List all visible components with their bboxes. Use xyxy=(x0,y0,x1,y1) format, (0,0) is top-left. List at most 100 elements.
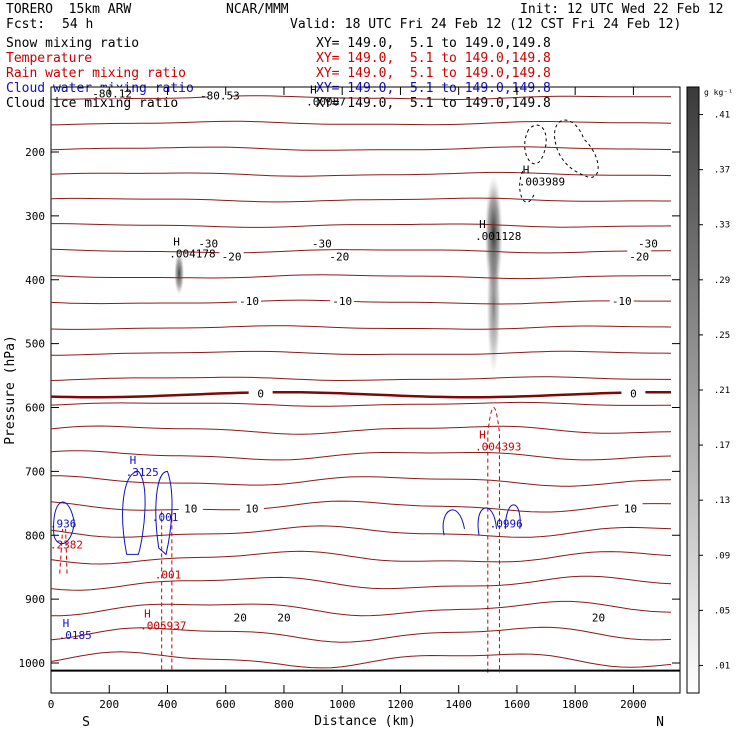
colorbar-tick-label: .13 xyxy=(714,496,730,506)
temperature-label-bg xyxy=(586,611,611,623)
high-marker: H xyxy=(479,429,486,442)
field-rain-name: Rain water mixing ratio xyxy=(6,66,187,81)
temperature-label-bg xyxy=(178,502,203,514)
contour-label-group: -80.53-80.12-30 -30 -30-20 -20 -20-10 -10 -100… xyxy=(50,84,660,642)
temperature-contour xyxy=(50,274,672,280)
temperature-label-bg xyxy=(309,237,334,249)
temperature-contour xyxy=(51,223,672,228)
temperature-contour xyxy=(50,550,672,565)
temperature-contour-label: 20 xyxy=(592,611,605,624)
temperature-contour-label: 20 xyxy=(277,611,290,624)
max-value-label: .0185 xyxy=(59,629,92,642)
cloud-water-contour xyxy=(53,501,75,545)
x-tick-label: 1800 xyxy=(562,698,589,711)
colorbar-tick-label: .33 xyxy=(714,221,730,231)
temperature-label-bg xyxy=(635,237,660,249)
x-tick-label: 800 xyxy=(274,698,294,711)
south-label: S xyxy=(82,715,90,730)
axes-group: 0 200 400 600 800 1000 1200 1400 1600 1800 2000200… xyxy=(19,87,680,711)
y-tick-label: 900 xyxy=(25,593,45,606)
north-label: N xyxy=(656,715,664,730)
x-tick-label: 2000 xyxy=(620,698,647,711)
temperature-label-bg xyxy=(207,89,232,101)
snow-shading-group xyxy=(174,175,503,376)
x-tick-label: 400 xyxy=(158,698,178,711)
model-title: TORERO 15km ARW xyxy=(6,2,132,17)
max-value-label: .3125 xyxy=(126,466,159,479)
colorbar-group: .01 .05 .09 .13 .17 .21 .25 .29 .33 .37 .41 xyxy=(686,86,730,694)
high-marker: H xyxy=(173,236,180,249)
temperature-label-bg xyxy=(239,502,264,514)
y-tick-label: 400 xyxy=(25,274,45,287)
max-value-label: .00087 xyxy=(306,96,346,109)
max-value-label: .004178 xyxy=(169,248,215,261)
x-tick-label: 1600 xyxy=(504,698,531,711)
temperature-label-bg xyxy=(271,611,296,623)
temperature-contour-label: 10 xyxy=(184,503,197,516)
field-temp-name: Temperature xyxy=(6,51,93,66)
colorbar-tick-label: .21 xyxy=(714,386,730,396)
temperature-label-bg xyxy=(219,250,244,262)
max-value-label: .0996 xyxy=(490,517,523,530)
x-tick-label: 1000 xyxy=(329,698,356,711)
rain-contour xyxy=(161,509,173,670)
freezing-level-contour xyxy=(50,390,672,399)
temperature-label-bg xyxy=(621,387,646,399)
x-tick-label: 1400 xyxy=(445,698,472,711)
colorbar-tick-label: .05 xyxy=(714,606,730,616)
temperature-contour xyxy=(51,600,672,617)
temperature-contour-label: 10 xyxy=(624,503,637,516)
temperature-contour xyxy=(50,626,672,643)
temperature-contour xyxy=(50,525,672,538)
temperature-contour-label: 10 xyxy=(245,503,258,516)
x-tick-label: 0 xyxy=(48,698,55,711)
temperature-contour-group xyxy=(50,95,672,669)
temperature-contour xyxy=(50,299,671,305)
field-cloudwater-xy: XY= 149.0, 5.1 to 149.0,149.8 xyxy=(316,81,551,96)
temperature-contour xyxy=(50,575,672,591)
temperature-contour xyxy=(50,120,672,126)
y-axis-title: Pressure (hPa) xyxy=(3,335,18,445)
cloud-ice-contour xyxy=(554,119,599,179)
y-tick-label: 1000 xyxy=(19,657,46,670)
x-tick-label: 1200 xyxy=(387,698,414,711)
temperature-contour-label: -30 xyxy=(198,238,218,251)
temperature-contour-label: 20 xyxy=(234,611,247,624)
high-marker: H xyxy=(310,84,317,97)
high-marker: H xyxy=(63,617,70,630)
temperature-contour xyxy=(50,651,672,669)
high-marker: H xyxy=(130,454,137,467)
temperature-contour-label: -10 xyxy=(239,295,259,308)
y-tick-label: 700 xyxy=(25,465,45,478)
plot-frame xyxy=(50,86,681,694)
colorbar-tick-label: .37 xyxy=(714,166,730,176)
temperature-contour xyxy=(50,450,672,461)
temperature-contour xyxy=(50,248,672,254)
high-marker: H xyxy=(523,164,530,177)
temperature-contour xyxy=(50,146,672,151)
temperature-label-bg xyxy=(327,250,352,262)
rain-contour xyxy=(487,407,500,673)
temperature-label-bg xyxy=(248,387,273,399)
field-snow-name: Snow mixing ratio xyxy=(6,36,140,51)
cloud-water-contour xyxy=(442,504,521,536)
colorbar-tick-label: .41 xyxy=(714,111,730,121)
temperature-contour-label: -20 xyxy=(629,250,649,263)
colorbar-unit: g kg⁻¹ xyxy=(704,88,733,97)
x-axis-title: Distance (km) xyxy=(314,714,416,729)
temperature-contour-label: -30 xyxy=(638,238,658,251)
hydrometeor-contour-group xyxy=(53,119,599,673)
temperature-label-bg xyxy=(618,502,643,514)
cloud-ice-contour xyxy=(524,124,547,165)
field-rain-xy: XY= 149.0, 5.1 to 149.0,149.8 xyxy=(316,66,551,81)
temperature-contour xyxy=(51,350,672,356)
org-label: NCAR/MMM xyxy=(226,2,289,17)
forecast-label: Fcst: xyxy=(6,17,46,32)
colorbar-tick-label: .01 xyxy=(714,661,730,671)
y-tick-label: 600 xyxy=(25,402,45,415)
temperature-contour xyxy=(50,376,671,382)
temperature-label-bg xyxy=(330,295,355,307)
temperature-label-bg xyxy=(609,295,634,307)
forecast-hours: 54 h xyxy=(62,17,94,32)
